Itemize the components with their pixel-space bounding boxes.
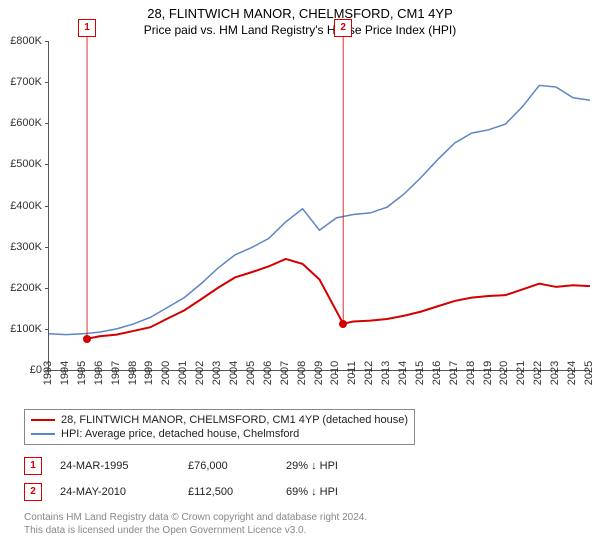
y-tick-label: £0 bbox=[30, 364, 42, 376]
chart-dot-1 bbox=[83, 335, 91, 343]
y-tick-label: £400K bbox=[10, 200, 42, 212]
footer-line-2: This data is licensed under the Open Gov… bbox=[24, 524, 590, 537]
legend-item: 28, FLINTWICH MANOR, CHELMSFORD, CM1 4YP… bbox=[31, 413, 408, 427]
transaction-marker: 1 bbox=[24, 457, 42, 475]
footer-line-1: Contains HM Land Registry data © Crown c… bbox=[24, 511, 590, 524]
legend-item: HPI: Average price, detached house, Chel… bbox=[31, 427, 408, 441]
transaction-pct: 29% ↓ HPI bbox=[286, 460, 338, 472]
plot-area: 12 bbox=[48, 41, 590, 371]
legend-label: 28, FLINTWICH MANOR, CHELMSFORD, CM1 4YP… bbox=[61, 414, 408, 426]
series-property bbox=[87, 259, 590, 339]
series-hpi bbox=[49, 85, 590, 334]
transaction-pct: 69% ↓ HPI bbox=[286, 486, 338, 498]
transaction-date: 24-MAY-2010 bbox=[60, 486, 170, 498]
y-tick-label: £200K bbox=[10, 282, 42, 294]
transaction-rows: 1 24-MAR-1995 £76,000 29% ↓ HPI 2 24-MAY-2010… bbox=[24, 453, 590, 505]
y-tick-label: £800K bbox=[10, 35, 42, 47]
y-tick-label: £500K bbox=[10, 158, 42, 170]
y-tick-label: £100K bbox=[10, 323, 42, 335]
legend: 28, FLINTWICH MANOR, CHELMSFORD, CM1 4YP… bbox=[24, 409, 415, 445]
transaction-row: 2 24-MAY-2010 £112,500 69% ↓ HPI bbox=[24, 479, 590, 505]
chart-svg bbox=[49, 41, 590, 370]
footer: Contains HM Land Registry data © Crown c… bbox=[24, 511, 590, 537]
transaction-price: £76,000 bbox=[188, 460, 268, 472]
transaction-date: 24-MAR-1995 bbox=[60, 460, 170, 472]
chart-title: 28, FLINTWICH MANOR, CHELMSFORD, CM1 4YP bbox=[0, 0, 600, 21]
legend-swatch bbox=[31, 433, 55, 435]
y-tick-label: £700K bbox=[10, 76, 42, 88]
legend-label: HPI: Average price, detached house, Chel… bbox=[61, 428, 299, 440]
x-axis-labels: 1993199419951996199719981999200020012002… bbox=[48, 371, 590, 411]
chart-marker-2: 2 bbox=[334, 19, 352, 37]
y-tick-label: £300K bbox=[10, 241, 42, 253]
chart-marker-1: 1 bbox=[78, 19, 96, 37]
chart-dot-2 bbox=[339, 320, 347, 328]
y-tick-label: £600K bbox=[10, 117, 42, 129]
transaction-marker: 2 bbox=[24, 483, 42, 501]
transaction-row: 1 24-MAR-1995 £76,000 29% ↓ HPI bbox=[24, 453, 590, 479]
y-axis-labels: £0£100K£200K£300K£400K£500K£600K£700K£80… bbox=[2, 41, 44, 371]
chart-area: 12 £0£100K£200K£300K£400K£500K£600K£700K… bbox=[48, 41, 590, 371]
transaction-price: £112,500 bbox=[188, 486, 268, 498]
legend-swatch bbox=[31, 419, 55, 421]
